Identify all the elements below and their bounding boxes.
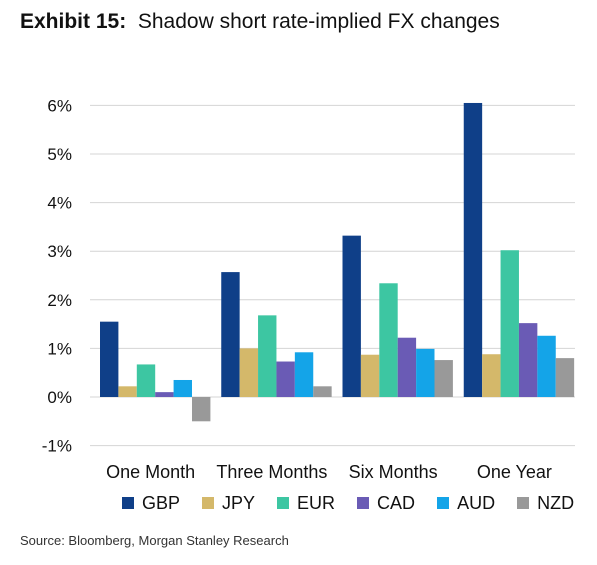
x-tick-label: One Year: [477, 462, 552, 482]
legend-label: CAD: [377, 492, 416, 513]
bar-eur: [136, 364, 156, 397]
legend-label: EUR: [297, 492, 336, 513]
legend-item: NZD: [517, 493, 574, 514]
y-tick-label: -1%: [42, 437, 72, 456]
legend-label: AUD: [457, 492, 496, 513]
y-tick-label: 3%: [47, 242, 72, 261]
x-tick-label: One Month: [106, 462, 195, 482]
legend-swatch: [437, 497, 450, 509]
bar-eur: [258, 315, 277, 397]
bar-nzd: [313, 386, 332, 397]
bar-nzd: [555, 358, 575, 397]
bar-cad: [155, 392, 174, 397]
bar-gbp: [221, 272, 240, 397]
bar-nzd: [192, 397, 211, 422]
bar-cad: [518, 323, 538, 397]
bar-cad: [397, 337, 417, 397]
y-tick-label: 0%: [47, 388, 72, 407]
bar-chart: -1% 0% 1% 2% 3% 4% 5% 6% One Month Three Months Si…: [42, 96, 575, 482]
legend-label: JPY: [222, 492, 256, 513]
bar-jpy: [118, 386, 137, 397]
legend-swatch: [202, 497, 215, 509]
legend-item: GBP: [122, 493, 180, 514]
x-tick-label: Three Months: [216, 462, 327, 482]
legend-item: EUR: [277, 493, 335, 514]
y-tick-label: 1%: [47, 339, 72, 358]
legend-swatch: [517, 497, 530, 509]
bar-aud: [537, 335, 556, 397]
bar-eur: [379, 283, 398, 397]
chart-title: Exhibit 15: Shadow short rate-implied FX…: [20, 10, 500, 34]
legend-label: GBP: [142, 492, 181, 513]
legend-swatch: [122, 497, 134, 509]
y-tick-label: 4%: [47, 194, 72, 213]
bar-gbp: [463, 102, 483, 397]
bar-jpy: [360, 354, 380, 397]
bar-jpy: [239, 348, 259, 397]
legend-label: NZD: [537, 492, 575, 513]
bar-gbp: [342, 235, 361, 397]
bar-eur: [500, 250, 519, 397]
legend-item: JPY: [202, 493, 255, 514]
source-note: Source: Bloomberg, Morgan Stanley Resear…: [20, 533, 289, 548]
exhibit-label: Exhibit 15:: [20, 10, 127, 33]
y-tick-label: 5%: [47, 145, 72, 164]
bar-gbp: [100, 321, 119, 397]
legend-swatch: [357, 497, 370, 509]
legend: GBP JPY EUR CAD AUD NZD: [122, 491, 596, 515]
legend-item: AUD: [437, 493, 495, 514]
bar-aud: [173, 379, 192, 397]
bar-cad: [276, 361, 295, 397]
y-tick-label: 6%: [47, 96, 72, 115]
y-tick-label: 2%: [47, 291, 72, 310]
bar-nzd: [434, 360, 453, 397]
bar-aud: [294, 352, 314, 397]
legend-item: CAD: [357, 493, 415, 514]
legend-swatch: [277, 497, 290, 509]
x-tick-label: Six Months: [349, 462, 438, 482]
title-text: Shadow short rate-implied FX changes: [137, 10, 500, 33]
bar-aud: [416, 348, 435, 397]
bar-jpy: [482, 354, 501, 397]
